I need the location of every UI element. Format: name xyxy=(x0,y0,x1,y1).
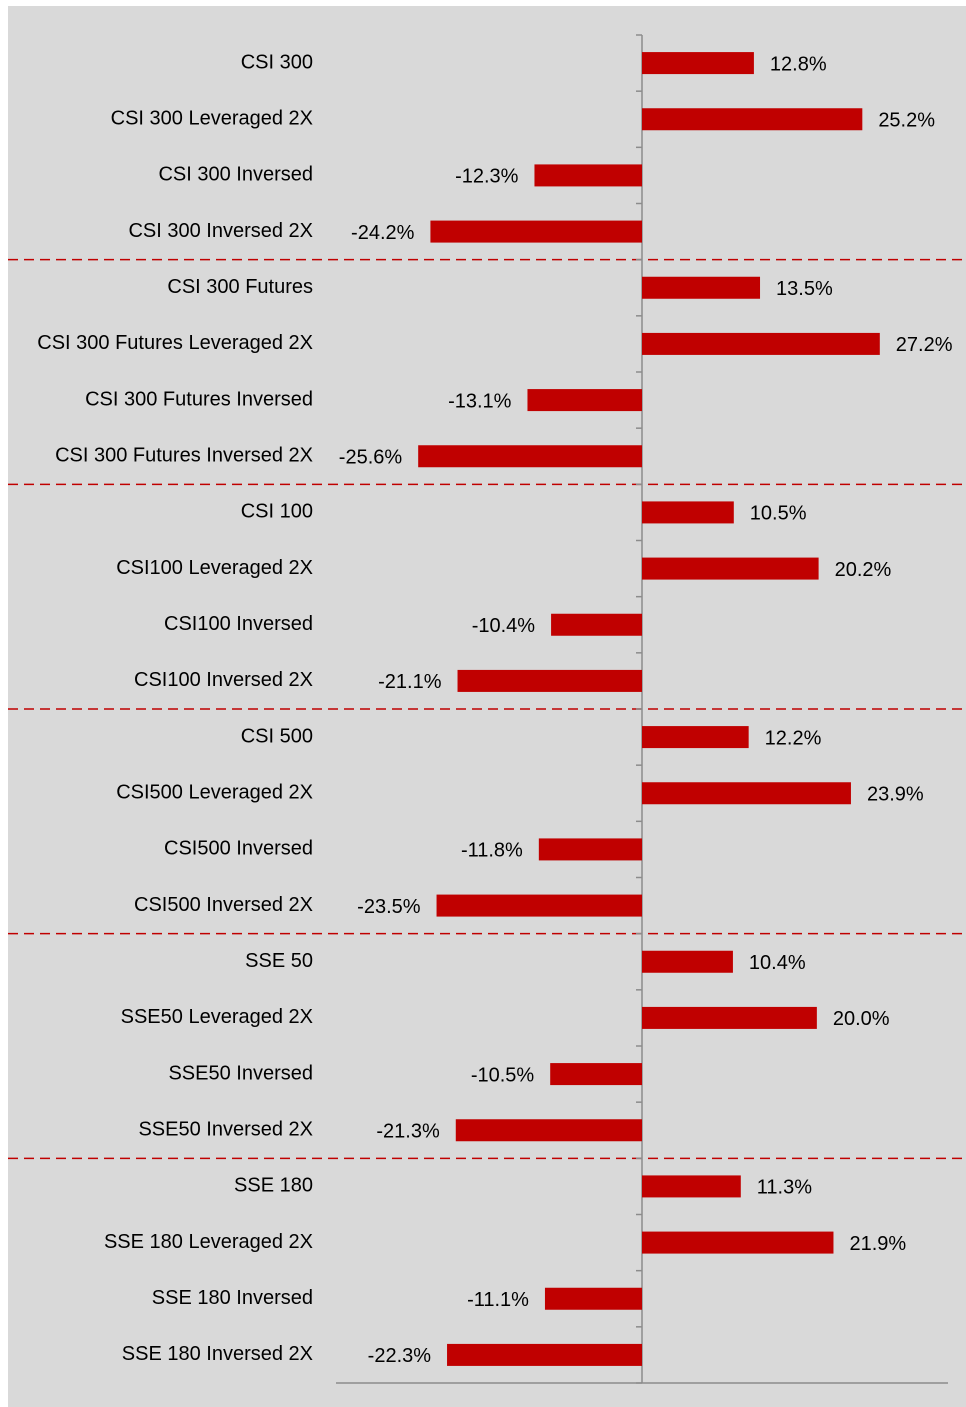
data-label: 20.0% xyxy=(833,1008,890,1030)
bar xyxy=(534,164,642,187)
bar xyxy=(642,557,819,580)
category-label: SSE50 Inversed 2X xyxy=(138,1119,313,1141)
data-label: -10.4% xyxy=(472,615,536,637)
bar xyxy=(642,782,851,805)
category-label: CSI500 Inversed 2X xyxy=(134,894,313,916)
bar xyxy=(642,1231,834,1254)
bar xyxy=(447,1343,642,1366)
category-label: SSE 50 xyxy=(245,950,313,972)
data-label: 21.9% xyxy=(849,1233,906,1255)
data-label: 25.2% xyxy=(878,110,935,132)
data-label: -24.2% xyxy=(351,222,415,244)
data-label: -22.3% xyxy=(368,1345,432,1367)
data-label: -11.1% xyxy=(467,1289,529,1311)
category-label: CSI 500 xyxy=(241,725,313,747)
category-label: CSI 100 xyxy=(241,501,313,523)
bar xyxy=(430,220,642,243)
category-label: CSI 300 Futures Inversed 2X xyxy=(55,445,313,467)
data-label: 10.4% xyxy=(749,952,806,974)
data-label: -12.3% xyxy=(455,166,519,188)
bar xyxy=(642,950,733,973)
category-label: CSI 300 Inversed xyxy=(158,164,313,186)
bar xyxy=(642,501,734,524)
category-label: CSI 300 Futures xyxy=(167,276,313,298)
data-label: -10.5% xyxy=(471,1064,535,1086)
category-label: SSE 180 Inversed xyxy=(152,1287,313,1309)
data-label: 11.3% xyxy=(757,1177,812,1199)
category-label: CSI100 Inversed 2X xyxy=(134,669,313,691)
category-label: SSE 180 xyxy=(234,1175,313,1197)
data-label: -21.1% xyxy=(378,671,442,693)
data-label: -25.6% xyxy=(339,447,403,469)
category-label: SSE 180 Inversed 2X xyxy=(122,1343,313,1365)
category-label: CSI100 Leveraged 2X xyxy=(116,557,313,579)
data-label: -11.8% xyxy=(461,840,523,862)
category-label: CSI500 Leveraged 2X xyxy=(116,782,313,804)
bar xyxy=(527,389,642,412)
category-label: CSI 300 Futures Leveraged 2X xyxy=(37,332,313,354)
bar xyxy=(457,669,642,692)
bar xyxy=(642,276,761,299)
category-label: CSI 300 Inversed 2X xyxy=(128,220,313,242)
bar xyxy=(642,52,754,75)
category-label: CSI 300 Leveraged 2X xyxy=(111,108,313,130)
category-label: SSE50 Inversed xyxy=(168,1062,313,1084)
bar xyxy=(642,726,749,749)
bar xyxy=(551,613,642,636)
data-label: 12.8% xyxy=(770,53,827,75)
bar xyxy=(455,1119,642,1142)
data-label: -21.3% xyxy=(376,1121,440,1143)
data-label: 23.9% xyxy=(867,784,924,806)
chart-background xyxy=(8,6,966,1407)
bar xyxy=(538,838,642,861)
category-label: CSI 300 xyxy=(241,51,313,73)
data-label: 27.2% xyxy=(896,334,953,356)
data-label: -13.1% xyxy=(448,390,512,412)
bar xyxy=(550,1063,642,1086)
bar xyxy=(642,1175,741,1198)
category-label: CSI500 Inversed xyxy=(164,838,313,860)
category-label: CSI 300 Futures Inversed xyxy=(85,388,313,410)
category-label: CSI100 Inversed xyxy=(164,613,313,635)
data-label: 20.2% xyxy=(835,559,892,581)
bar xyxy=(642,332,880,355)
bar xyxy=(436,894,642,917)
category-label: SSE50 Leveraged 2X xyxy=(121,1006,313,1028)
bar xyxy=(642,108,863,131)
data-label: -23.5% xyxy=(357,896,421,918)
bar xyxy=(544,1287,642,1310)
data-label: 10.5% xyxy=(750,503,807,525)
category-label: SSE 180 Leveraged 2X xyxy=(104,1231,313,1253)
bar xyxy=(642,1006,817,1029)
bar xyxy=(418,445,642,468)
data-label: 13.5% xyxy=(776,278,833,300)
data-label: 12.2% xyxy=(765,727,822,749)
